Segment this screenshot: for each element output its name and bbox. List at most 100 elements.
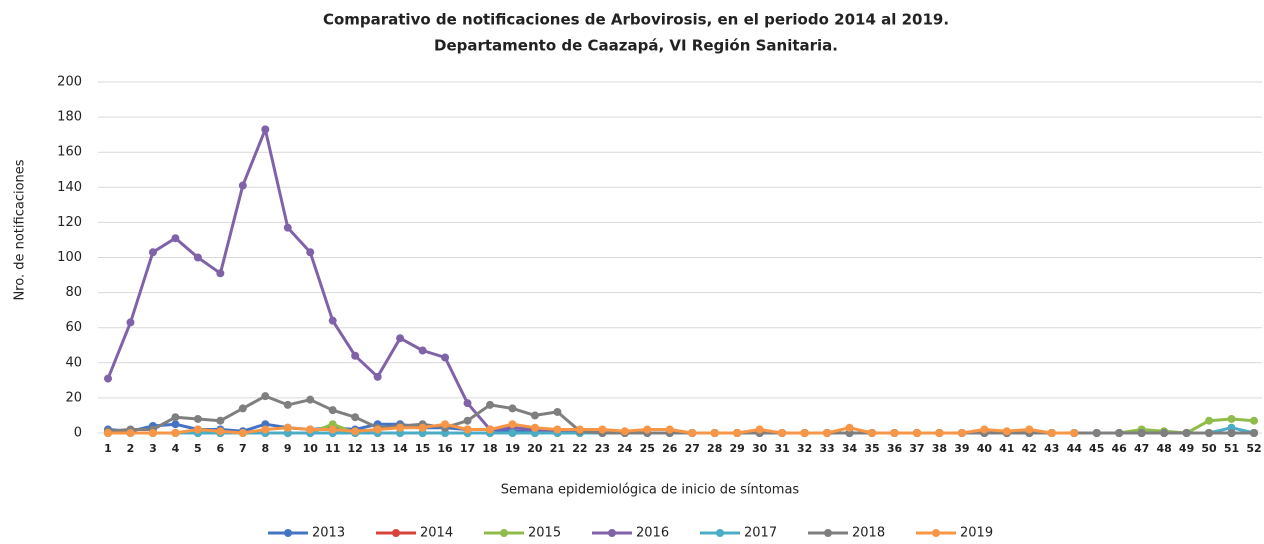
point: [351, 427, 360, 436]
x-tick-label: 1: [104, 442, 112, 455]
point: [710, 429, 719, 437]
point: [283, 400, 292, 409]
point: [463, 425, 472, 434]
point: [171, 420, 180, 429]
x-tick-label: 49: [1179, 442, 1194, 455]
point: [193, 414, 202, 423]
x-tick-label: 20: [527, 442, 543, 455]
point: [193, 425, 202, 434]
point: [553, 407, 562, 416]
point: [1227, 429, 1236, 437]
point: [463, 399, 472, 408]
x-tick-label: 51: [1224, 442, 1239, 455]
x-tick-label: 38: [932, 442, 947, 455]
legend-marker: [932, 529, 940, 537]
chart-subtitle: Departamento de Caazapá, VI Región Sanit…: [434, 37, 838, 55]
point: [665, 425, 674, 434]
x-tick-label: 3: [149, 442, 157, 455]
point: [1182, 429, 1191, 437]
point: [216, 416, 225, 425]
point: [1205, 429, 1214, 437]
point: [823, 429, 832, 437]
point: [328, 425, 337, 434]
x-tick-label: 52: [1246, 442, 1261, 455]
point: [306, 248, 315, 257]
x-tick-label: 12: [348, 442, 363, 455]
point: [508, 420, 517, 429]
x-tick-label: 22: [572, 442, 587, 455]
point: [283, 223, 292, 232]
chart-title: Comparativo de notificaciones de Arbovir…: [323, 11, 949, 29]
point: [868, 429, 876, 437]
y-tick-label: 140: [57, 180, 82, 195]
x-tick-label: 17: [460, 442, 475, 455]
point: [104, 374, 112, 383]
x-tick-label: 11: [325, 442, 340, 455]
point: [126, 318, 135, 327]
y-axis-title: Nro. de notificaciones: [13, 159, 28, 300]
x-tick-label: 32: [797, 442, 812, 455]
y-tick-label: 120: [57, 215, 82, 230]
point: [1250, 416, 1258, 425]
point: [1047, 429, 1056, 437]
point: [418, 346, 427, 355]
x-tick-label: 48: [1156, 442, 1171, 455]
y-tick-label: 60: [65, 320, 82, 335]
legend-label: 2014: [420, 526, 453, 541]
point: [373, 425, 382, 434]
y-tick-label: 20: [65, 390, 82, 405]
x-tick-label: 6: [217, 442, 225, 455]
point: [486, 400, 494, 409]
point: [396, 334, 405, 343]
x-tick-label: 27: [685, 442, 700, 455]
point: [283, 423, 292, 432]
point: [463, 416, 472, 425]
point: [530, 423, 539, 432]
x-tick-label: 47: [1134, 442, 1149, 455]
legend-marker: [284, 529, 292, 537]
point: [598, 425, 607, 434]
x-tick-label: 39: [954, 442, 969, 455]
point: [1250, 429, 1258, 437]
point: [1002, 427, 1011, 436]
point: [306, 425, 315, 434]
point: [148, 429, 157, 437]
point: [530, 411, 539, 420]
x-tick-label: 45: [1089, 442, 1104, 455]
x-tick-label: 36: [887, 442, 903, 455]
point: [1227, 414, 1236, 423]
series-line: [106, 127, 1254, 435]
point: [328, 316, 337, 325]
x-tick-label: 26: [662, 442, 678, 455]
x-tick-label: 18: [482, 442, 497, 455]
point: [620, 427, 629, 436]
x-tick-label: 29: [730, 442, 745, 455]
x-axis-title: Semana epidemiológica de inicio de sínto…: [501, 483, 800, 498]
point: [1205, 416, 1214, 425]
point: [171, 429, 180, 437]
legend-label: 2018: [852, 526, 885, 541]
point: [171, 413, 180, 422]
x-tick-label: 28: [707, 442, 722, 455]
x-tick-label: 8: [261, 442, 269, 455]
point: [778, 429, 787, 437]
point: [238, 181, 247, 190]
point: [508, 404, 517, 413]
point: [755, 425, 764, 434]
point: [912, 429, 921, 437]
x-tick-label: 44: [1067, 442, 1083, 455]
legend-marker: [392, 529, 400, 537]
x-tick-label: 13: [370, 442, 385, 455]
x-tick-label: 25: [640, 442, 655, 455]
x-tick-label: 41: [999, 442, 1014, 455]
point: [238, 404, 247, 413]
x-tick-label: 4: [172, 442, 180, 455]
point: [935, 429, 944, 437]
x-tick-label: 15: [415, 442, 430, 455]
point: [306, 395, 315, 404]
y-tick-label: 80: [65, 285, 82, 300]
x-tick-label: 24: [617, 442, 633, 455]
point: [1070, 429, 1079, 437]
point: [148, 248, 157, 257]
